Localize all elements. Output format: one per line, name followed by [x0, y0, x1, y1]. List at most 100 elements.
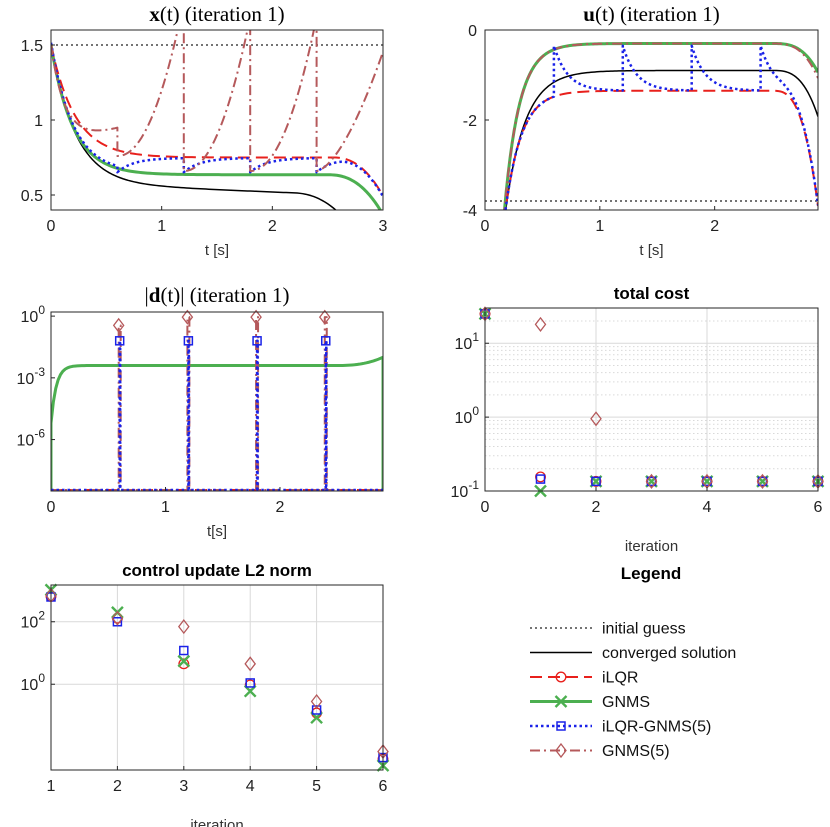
cost-gnms5-marker [534, 316, 547, 332]
title-mid: (t) [160, 283, 180, 307]
ytick-exponent: -3 [34, 365, 45, 379]
x-axis-xtick-label: 1 [157, 218, 166, 235]
legend-label-converged: converged solution [602, 645, 736, 662]
l2-gnms5-marker [111, 610, 124, 626]
d-ilqr-gnms5-marker [183, 336, 194, 346]
title-rest: (t) (iteration 1) [160, 2, 285, 26]
d-ilqr-gnms5-line [51, 339, 383, 491]
cost-panel-frame [484, 307, 819, 492]
l2-axis-xtick-label: 2 [113, 778, 122, 795]
legend-layer: Legend initial guess converged solution iLQ… [530, 564, 736, 760]
x-gnms-line [51, 44, 383, 210]
title-rest: | (iteration 1) [180, 283, 289, 307]
u-axis-ytick-label: 0 [468, 23, 477, 40]
legend-marker-ilqr_gnms5 [556, 721, 566, 731]
cost-panel-title: total cost [614, 284, 690, 303]
legend-marker-gnms5 [555, 742, 567, 759]
x-axis-ytick-label: 1 [34, 113, 43, 130]
legend-marker-gnms [554, 695, 568, 708]
l2-axis-ytick-label: 102 [21, 609, 46, 632]
ytick-base: 10 [451, 484, 469, 501]
l2-axis-xtick-label: 1 [47, 778, 56, 795]
u-axis-ytick-label: -2 [463, 113, 477, 130]
l2-axis-ytick-label: 100 [21, 671, 46, 694]
cost-gnms5-marker [756, 473, 769, 489]
u-axis-xtick-label: 2 [710, 218, 719, 235]
ytick-base: 10 [21, 309, 39, 326]
d-ilqr-gnms5-marker [114, 336, 125, 346]
u-gnms-line [502, 42, 818, 210]
ytick-exponent: -1 [468, 478, 479, 492]
title-bold: x [149, 2, 160, 26]
u-gnms5-line [503, 42, 818, 210]
ytick-exponent: -6 [34, 427, 45, 441]
cost-panel-xlabel: iteration [625, 538, 678, 555]
x-panel-frame [50, 29, 384, 211]
ytick-base: 10 [21, 615, 39, 632]
d-axis-ytick-label: 10-6 [17, 427, 46, 450]
cost-axis-xtick-label: 4 [703, 499, 712, 516]
text-layer: 0 1 2 30.511.5x(t) (iteration 1)t [s]0 1 2-4-… [17, 2, 823, 827]
x-panel-xlabel: t [s] [205, 242, 229, 259]
x-axis-ytick-label: 0.5 [21, 188, 43, 205]
x-converged-line [51, 44, 337, 210]
u-converged-line [504, 69, 818, 210]
l2-ilqr_gnms5-marker [245, 678, 255, 688]
d-axis-xtick-label: 0 [47, 499, 56, 516]
d-axis-ytick-label: 10-3 [17, 365, 46, 388]
ytick-base: 10 [21, 677, 39, 694]
cost-ilqr_gnms5-marker [702, 476, 712, 487]
ytick-exponent: 0 [38, 671, 45, 685]
d-gnms5-marker [112, 317, 125, 333]
l2-ilqr-marker [178, 658, 190, 670]
legend-label-ilqr: iLQR [602, 670, 638, 687]
ytick-base: 10 [455, 336, 473, 353]
axes-layer [50, 29, 819, 771]
l2-axis-xtick-label: 5 [312, 778, 321, 795]
l2-gnms5-marker [177, 619, 190, 635]
l2-gnms5-marker [244, 656, 257, 672]
legend-label-ilqr_gnms5: iLQR-GNMS(5) [602, 719, 711, 736]
cost-gnms5-marker [645, 473, 658, 489]
d-panel-title: |d(t)| (iteration 1) [145, 283, 290, 307]
d-ilqr-gnms5-marker [252, 336, 262, 346]
ytick-exponent: 2 [38, 609, 45, 623]
ytick-base: 10 [17, 433, 35, 450]
l2-axis-xtick-label: 4 [246, 778, 255, 795]
l2-panel-title: control update L2 norm [122, 561, 312, 580]
title-rest: (t) (iteration 1) [595, 2, 720, 26]
x-axis-xtick-label: 0 [47, 218, 56, 235]
x-ilqr-line [51, 44, 383, 197]
ytick-exponent: 0 [472, 404, 479, 418]
l2-ilqr_gnms5-marker [179, 645, 189, 656]
cost-axis-xtick-label: 0 [481, 499, 490, 516]
d-gnms5-marker [181, 309, 194, 325]
cost-gnms5-marker [590, 411, 602, 427]
l2-axis-xtick-label: 3 [179, 778, 188, 795]
ytick-exponent: 0 [38, 303, 45, 317]
title-bold: d [149, 283, 161, 307]
l2-axis-xtick-label: 6 [379, 778, 388, 795]
u-axis-ytick-label: -4 [463, 203, 477, 220]
u-ilqr-gnms5-line [504, 44, 818, 210]
d-panel-xlabel: t[s] [207, 523, 227, 540]
d-gnms5-marker [318, 309, 331, 325]
title-pre: | [145, 283, 149, 307]
legend-label-gnms: GNMS [602, 694, 650, 711]
d-gnms5-line [51, 316, 383, 491]
legend-marker-ilqr [555, 671, 567, 683]
x-gnms5-line [51, 30, 383, 172]
cost-ilqr_gnms5-marker [646, 476, 657, 487]
legend-title: Legend [621, 564, 681, 583]
cost-ilqr_gnms5-marker [757, 476, 768, 487]
u-axis-xtick-label: 1 [595, 218, 604, 235]
title-bold: u [583, 2, 595, 26]
grid-layer [50, 308, 819, 770]
l2-panel-xlabel: iteration [190, 817, 243, 827]
l2-gnms5-marker [310, 693, 323, 710]
cost-axis-ytick-label: 100 [455, 404, 480, 427]
x-axis-xtick-label: 3 [379, 218, 388, 235]
u-axis-xtick-label: 0 [481, 218, 490, 235]
series-layer [44, 30, 825, 772]
